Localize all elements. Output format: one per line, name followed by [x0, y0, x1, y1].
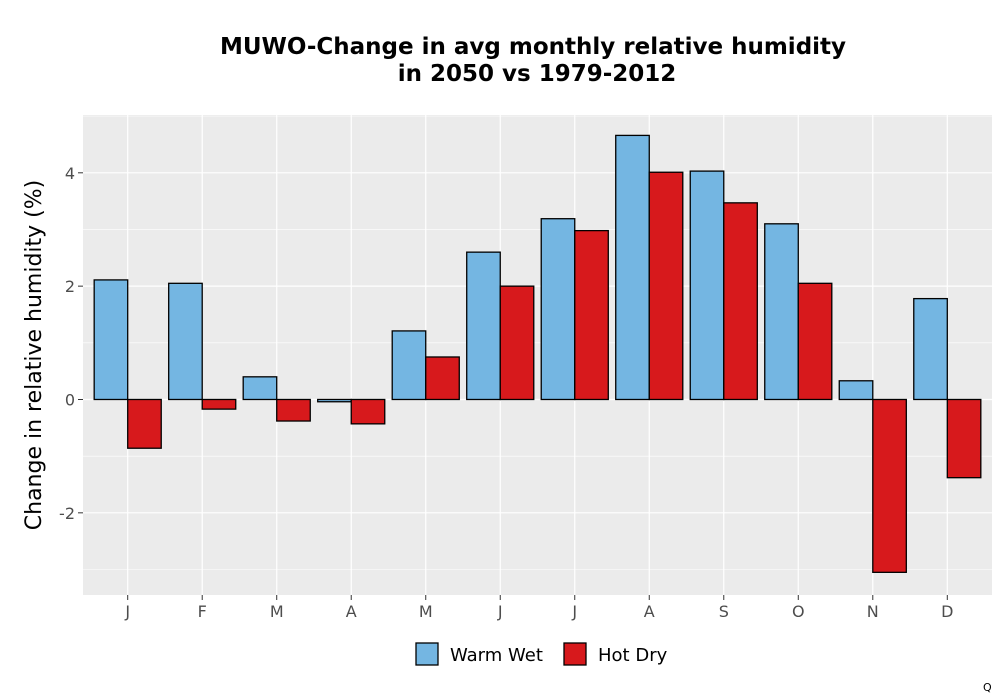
bar-hot-dry — [499, 285, 535, 401]
bar-warm-wet — [838, 380, 874, 401]
x-tick-label: A — [346, 602, 357, 621]
bar-warm-wet — [317, 398, 352, 403]
legend-key-warm-wet — [415, 642, 439, 666]
bar-hot-dry — [127, 398, 162, 449]
bar-warm-wet — [689, 170, 725, 401]
bar-warm-wet — [391, 330, 427, 401]
bar-warm-wet — [168, 282, 203, 401]
bars — [93, 134, 982, 573]
y-axis: -2 0 2 4 — [59, 164, 83, 523]
y-axis-label: Change in relative humidity (%) — [22, 180, 47, 530]
x-tick-label: J — [571, 602, 577, 621]
bar-hot-dry — [276, 398, 311, 422]
x-tick-label: F — [198, 602, 207, 621]
bar-hot-dry — [201, 398, 237, 410]
bar-warm-wet — [540, 218, 576, 401]
bar-hot-dry — [723, 202, 758, 401]
y-tick-label: 2 — [65, 277, 75, 296]
x-tick-label: J — [497, 602, 503, 621]
chart-title: MUWO-Change in avg monthly relative humi… — [220, 34, 846, 60]
bar-hot-dry — [648, 171, 684, 401]
x-tick-label: M — [419, 602, 433, 621]
bar-warm-wet — [242, 376, 278, 401]
y-tick-label: 0 — [65, 390, 75, 409]
x-tick-label: S — [719, 602, 729, 621]
legend-label: Hot Dry — [598, 645, 668, 666]
bar-hot-dry — [872, 398, 907, 573]
x-tick-label: A — [644, 602, 655, 621]
bar-warm-wet — [466, 251, 501, 401]
bar-warm-wet — [93, 279, 129, 401]
y-tick-label: -2 — [59, 504, 75, 523]
chart-subtitle: in 2050 vs 1979-2012 — [398, 61, 677, 87]
corner-mark: Q — [983, 681, 992, 694]
bar-warm-wet — [615, 134, 650, 401]
x-tick-label: N — [867, 602, 879, 621]
y-tick-label: 4 — [65, 164, 75, 183]
x-tick-label: D — [941, 602, 953, 621]
legend: Warm Wet Hot Dry — [415, 642, 668, 666]
x-tick-label: O — [792, 602, 805, 621]
x-tick-label: M — [270, 602, 284, 621]
bar-hot-dry — [574, 229, 609, 401]
plot-panel — [83, 115, 992, 595]
legend-key-hot-dry — [563, 642, 587, 666]
bar-warm-wet — [913, 297, 948, 401]
x-tick-label: J — [124, 602, 130, 621]
bar-hot-dry — [946, 398, 982, 479]
legend-label: Warm Wet — [450, 645, 543, 666]
bar-hot-dry — [425, 356, 460, 401]
bar-hot-dry — [350, 398, 386, 425]
bar-hot-dry — [797, 282, 833, 401]
bar-warm-wet — [764, 223, 799, 401]
